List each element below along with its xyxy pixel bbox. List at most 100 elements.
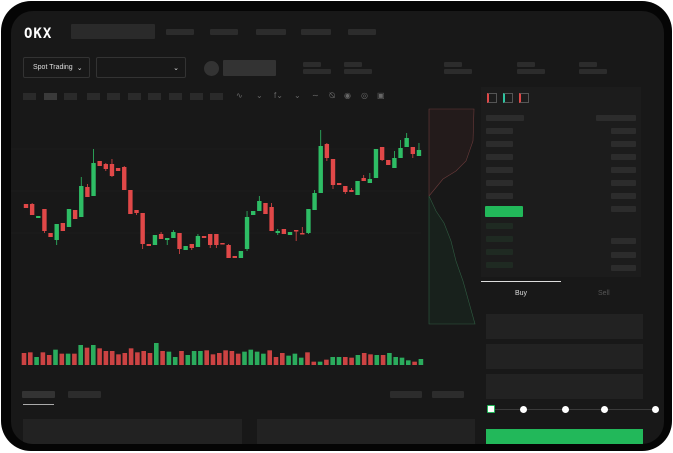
timeframe-button[interactable] [87,93,100,100]
volume-bar [40,352,46,365]
candle [109,159,115,177]
settings-icon[interactable]: ◎ [361,91,368,100]
candle-body [97,161,102,166]
volume-bar [254,351,260,365]
candle [226,244,231,258]
candle-body [318,146,323,193]
volume-bar [53,349,58,365]
candle [269,203,274,231]
candle [293,230,299,241]
volume-bar [223,350,228,365]
volume-bar [109,351,115,365]
bottom-tab[interactable] [68,391,101,398]
okx-logo: OKX [24,26,53,42]
slider-mark-75[interactable] [601,406,608,413]
timeframe-button-active[interactable] [44,93,57,100]
market-selector-button[interactable]: Spot Trading ⌄ [23,57,90,78]
orders-card [257,419,475,444]
candle-body [410,147,416,154]
volume-bar [65,353,71,365]
nav-item[interactable] [210,29,238,35]
timeframe-button[interactable] [64,93,77,100]
buy-button[interactable] [486,429,643,444]
ruler-icon[interactable]: ⦰ [329,91,336,100]
volume-bar [78,345,83,365]
bottom-tab-active[interactable] [22,391,55,398]
orderbook-bids-icon[interactable] [503,93,513,103]
candle-body [330,159,336,185]
ask-amount [611,128,636,134]
candle [29,203,35,215]
candle [336,183,342,185]
pair-dropdown[interactable]: ⌄ [96,57,186,78]
camera-icon[interactable]: ◉ [344,91,351,100]
candlestick-chart[interactable] [11,11,664,444]
buy-tab[interactable]: Buy [515,290,528,297]
wave-icon[interactable]: ∼ [312,91,319,100]
candle-body [201,236,207,238]
candle [330,159,336,189]
candle [23,204,29,208]
bottom-filter[interactable] [432,391,464,398]
volume-bar [154,343,159,365]
candle-body [220,243,225,245]
sell-tab[interactable]: Sell [598,290,610,297]
timeframe-button[interactable] [169,93,182,100]
nav-item[interactable] [166,29,194,35]
candle [60,223,66,231]
timeframe-button[interactable] [148,93,161,100]
candle-body [306,209,311,233]
volume-bar [166,351,172,365]
candle [361,175,366,181]
candle [214,234,219,248]
candle [312,190,317,210]
candle [91,149,96,196]
slider-handle[interactable] [487,405,495,413]
timeframe-button[interactable] [23,93,36,100]
volume-bar [317,361,323,365]
volume-bar [185,355,191,365]
volume-bar [103,351,109,365]
timeframe-button[interactable] [190,93,203,100]
candle-body [195,236,201,247]
volume-bar [418,359,424,365]
bottom-filter[interactable] [390,391,422,398]
timeframe-button[interactable] [128,93,141,100]
orderbook-asks-icon[interactable] [519,93,529,103]
search-bar[interactable] [71,24,155,39]
slider-mark-100[interactable] [652,406,659,413]
candle [373,149,379,178]
chevron-down-icon[interactable]: ⌄ [256,91,263,100]
candle-body [361,178,366,181]
candle [324,143,330,161]
volume-bar [380,355,386,365]
volume-bar [235,353,241,365]
fullscreen-icon[interactable]: ▣ [377,91,385,100]
nav-item[interactable] [348,29,376,35]
amount-input[interactable] [486,344,643,369]
timeframe-button[interactable] [107,93,120,100]
line-icon[interactable]: f⌄ [274,91,283,100]
nav-item[interactable] [301,29,331,35]
candle [115,168,121,171]
slider-mark-50[interactable] [562,406,569,413]
indicator-icon[interactable]: ∿ [236,91,243,100]
chevron-down-icon[interactable]: ⌄ [294,91,301,100]
timeframe-button[interactable] [210,93,223,100]
candle-body [238,251,244,258]
candle-body [208,234,213,245]
candle [103,163,109,171]
chevron-down-icon: ⌄ [173,64,179,72]
candle-body [257,201,262,211]
candle [306,209,311,234]
price-input[interactable] [486,314,643,339]
slider-mark-25[interactable] [520,406,527,413]
percent-slider-track[interactable] [491,409,656,410]
volume-bar [273,357,279,365]
volume-bar [286,355,291,365]
nav-item[interactable] [256,29,286,35]
total-input[interactable] [486,374,643,399]
ask-price [486,193,513,199]
orderbook-both-icon[interactable] [487,93,497,103]
candle [79,177,84,217]
